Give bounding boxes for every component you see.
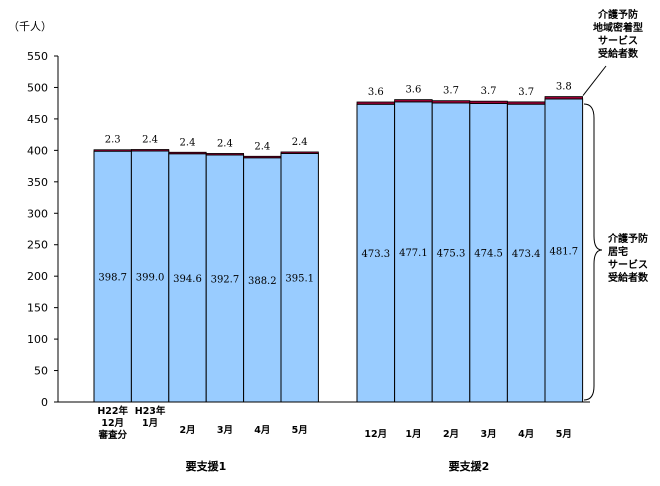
y-tick-label: 150 bbox=[27, 302, 48, 315]
category-label: 4月 bbox=[254, 425, 270, 436]
base-value-label: 481.7 bbox=[549, 246, 578, 257]
bar-top-segment bbox=[130, 149, 170, 152]
y-tick-label: 200 bbox=[27, 270, 48, 283]
top-series-annotation: サービス bbox=[598, 34, 638, 47]
category-label: 12月 bbox=[364, 429, 387, 440]
base-value-label: 473.3 bbox=[361, 249, 390, 260]
bar-top-segment bbox=[280, 151, 319, 154]
bar-base-segment bbox=[205, 154, 245, 403]
group-label: 要支援2 bbox=[449, 459, 490, 473]
annotation-brace bbox=[583, 103, 603, 401]
y-unit-label: （千人） bbox=[8, 20, 52, 33]
bar-base-segment bbox=[469, 102, 508, 403]
base-value-label: 474.5 bbox=[474, 249, 503, 260]
top-series-annotation: 受給者数 bbox=[598, 47, 639, 60]
bars bbox=[93, 96, 584, 403]
category-label: 2月 bbox=[179, 425, 195, 436]
bar-top-segment bbox=[93, 149, 132, 152]
category-label: 3月 bbox=[481, 429, 497, 440]
category-label: 1月 bbox=[142, 418, 158, 429]
bar-top-segment bbox=[431, 100, 471, 104]
top-series-annotation: 地域密着型 bbox=[593, 21, 643, 34]
base-value-label: 392.7 bbox=[211, 274, 240, 285]
base-value-label: 477.1 bbox=[399, 248, 428, 259]
top-value-label: 3.8 bbox=[556, 82, 572, 93]
value-labels: 398.7 2.3 399.0 2.4 394.6 2.4 392.7 2.4 388.2 2.4… bbox=[98, 82, 578, 287]
y-tick-label: 350 bbox=[27, 176, 48, 189]
bar-top-segment bbox=[506, 101, 546, 105]
bar-top-segment bbox=[544, 96, 583, 100]
bar-top-segment bbox=[469, 100, 508, 104]
category-label: 3月 bbox=[217, 425, 233, 436]
top-value-label: 2.3 bbox=[105, 135, 121, 146]
category-label: 5月 bbox=[556, 429, 572, 440]
top-value-label: 3.7 bbox=[443, 86, 459, 97]
category-label: 2月 bbox=[443, 429, 459, 440]
base-value-label: 398.7 bbox=[98, 273, 127, 284]
bar-top-segment bbox=[205, 153, 244, 156]
top-value-label: 2.4 bbox=[254, 141, 270, 152]
base-series-annotation: サービス bbox=[608, 258, 648, 271]
base-value-label: 395.1 bbox=[285, 274, 314, 285]
y-tick-label: 500 bbox=[27, 81, 48, 94]
y-tick-label: 450 bbox=[27, 113, 48, 126]
base-value-label: 473.4 bbox=[512, 249, 541, 260]
base-value-label: 399.0 bbox=[136, 272, 165, 283]
bar-base-segment bbox=[506, 103, 546, 403]
bar-base-segment bbox=[356, 103, 396, 403]
top-value-label: 3.7 bbox=[518, 87, 534, 98]
category-label: 1月 bbox=[405, 429, 421, 440]
bar-top-segment bbox=[394, 99, 433, 103]
base-series-annotation: 介護予防 bbox=[607, 232, 648, 245]
bar-base-segment bbox=[280, 152, 319, 403]
bar-base-segment bbox=[394, 101, 433, 403]
category-label: 4月 bbox=[518, 429, 534, 440]
y-tick-label: 550 bbox=[27, 50, 48, 63]
top-value-label: 2.4 bbox=[142, 134, 158, 145]
category-label: 12月 bbox=[101, 418, 124, 429]
group-labels: 要支援1 要支援2 bbox=[186, 459, 490, 473]
top-value-label: 3.6 bbox=[368, 87, 384, 98]
y-tick-label: 300 bbox=[27, 207, 48, 220]
y-tick-label: 0 bbox=[41, 396, 48, 409]
y-tick-label: 50 bbox=[34, 365, 48, 378]
base-value-label: 394.6 bbox=[173, 274, 202, 285]
top-value-label: 2.4 bbox=[292, 137, 308, 148]
top-value-label: 2.4 bbox=[217, 138, 233, 149]
top-value-label: 3.7 bbox=[481, 86, 497, 97]
category-label: H23年 bbox=[135, 405, 166, 417]
top-value-label: 2.4 bbox=[180, 137, 196, 148]
category-label: H22年 bbox=[97, 405, 128, 417]
bar-top-segment bbox=[243, 155, 282, 159]
top-series-annotation: 介護予防 bbox=[597, 8, 638, 21]
base-series-annotation: 受給者数 bbox=[608, 271, 649, 284]
group-label: 要支援1 bbox=[186, 459, 227, 473]
y-tick-label: 250 bbox=[27, 239, 48, 252]
base-series-annotation: 居宅 bbox=[608, 245, 628, 258]
base-value-label: 388.2 bbox=[248, 276, 277, 287]
bar-base-segment bbox=[243, 157, 282, 403]
bar-top-segment bbox=[356, 101, 395, 105]
top-value-label: 3.6 bbox=[405, 85, 421, 96]
bar-top-segment bbox=[168, 151, 207, 155]
base-value-label: 475.3 bbox=[437, 248, 466, 259]
annotation-leader-line bbox=[582, 65, 607, 96]
y-tick-label: 400 bbox=[27, 144, 48, 157]
category-label: 5月 bbox=[292, 425, 308, 436]
y-axis: 0 50 100 150 200 250 300 350 400 450 500 550 bbox=[27, 50, 590, 409]
y-tick-label: 100 bbox=[27, 333, 48, 346]
category-label: 審査分 bbox=[97, 429, 127, 441]
